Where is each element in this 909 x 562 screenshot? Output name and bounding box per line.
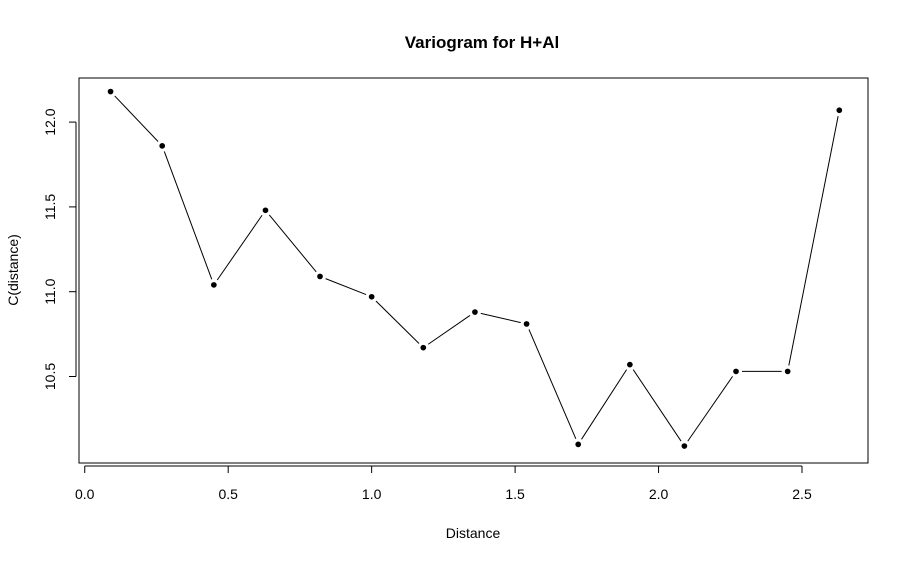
y-tick-label: 10.5 xyxy=(42,363,58,390)
x-tick-label: 1.5 xyxy=(505,486,525,502)
data-point xyxy=(625,360,635,369)
line-segment xyxy=(788,116,839,366)
line-segment xyxy=(687,376,734,442)
line-segment xyxy=(114,95,159,142)
series-line xyxy=(114,95,839,442)
data-point xyxy=(367,292,376,302)
y-axis-label: C(distance) xyxy=(5,234,21,306)
data-point xyxy=(315,272,325,281)
y-tick-label: 11.5 xyxy=(42,194,58,220)
line-segment xyxy=(163,151,213,280)
data-point xyxy=(209,280,219,290)
data-point xyxy=(157,141,167,151)
data-point xyxy=(573,439,583,449)
line-segment xyxy=(528,329,577,440)
line-segment xyxy=(268,214,317,273)
y-tick-label: 11.0 xyxy=(42,278,58,304)
data-point xyxy=(783,367,793,376)
data-point xyxy=(470,307,480,317)
x-tick-label: 0.5 xyxy=(218,486,238,502)
data-point xyxy=(106,87,115,96)
data-point xyxy=(834,105,844,115)
line-segment xyxy=(427,315,471,345)
y-tick-label: 12.0 xyxy=(42,108,58,135)
x-tick-label: 2.5 xyxy=(792,486,812,502)
line-segment xyxy=(581,369,628,440)
line-segment xyxy=(375,300,420,344)
x-axis-label: Distance xyxy=(446,525,501,541)
line-segment xyxy=(480,312,521,324)
line-segment xyxy=(216,214,263,281)
x-tick-label: 0.0 xyxy=(75,486,95,502)
chart-title: Variogram for H+Al xyxy=(405,33,559,52)
data-point xyxy=(522,319,531,329)
data-point xyxy=(680,441,689,451)
x-tick-label: 1.0 xyxy=(362,486,382,502)
line-segment xyxy=(632,369,682,442)
plot-frame xyxy=(78,77,869,464)
x-tick-label: 2.0 xyxy=(649,486,669,502)
x-axis: 0.0 0.5 1.0 1.5 2.0 2.5 xyxy=(75,465,812,502)
line-segment xyxy=(325,278,367,296)
data-point xyxy=(731,367,741,376)
y-axis: 10.5 11.0 11.5 12.0 xyxy=(42,108,77,390)
data-point xyxy=(261,205,270,215)
series-points xyxy=(106,87,844,451)
data-point xyxy=(418,343,428,353)
